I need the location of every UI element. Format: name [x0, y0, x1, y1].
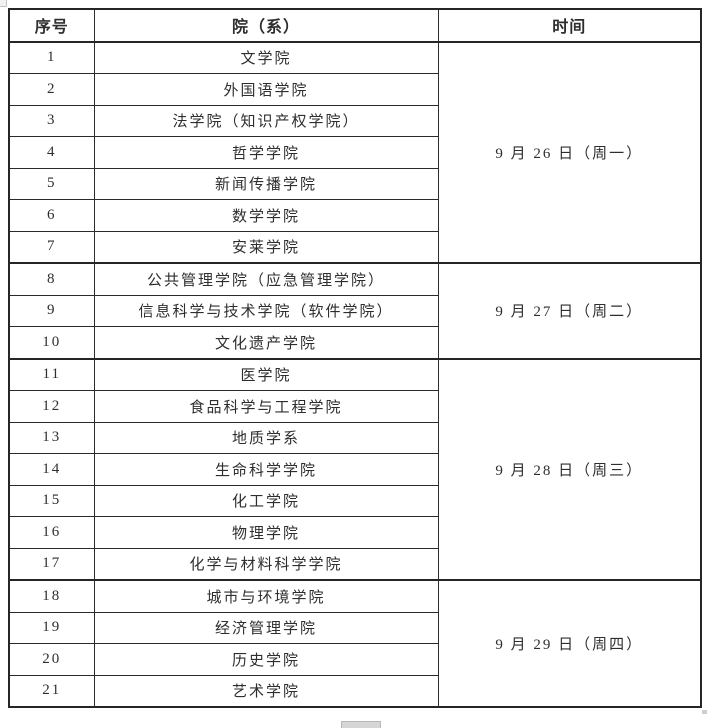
table-row: 8 公共管理学院（应急管理学院） 9 月 27 日（周二）	[8, 262, 702, 359]
header-row: 序号 院（系） 时间	[8, 8, 702, 43]
row-number: 15	[8, 484, 95, 517]
time-cell: 9 月 26 日（周一）	[437, 41, 702, 264]
row-number: 20	[8, 643, 95, 676]
table-row: 14 生命科学学院	[8, 453, 701, 486]
college-cell: 外国语学院	[93, 73, 439, 106]
row-number: 6	[8, 199, 95, 232]
row-number: 18	[8, 579, 95, 613]
college-cell: 法学院（知识产权学院）	[93, 104, 439, 137]
college-cell: 经济管理学院	[93, 611, 439, 644]
table-row: 19 经济管理学院	[8, 611, 701, 644]
table-row: 17 化学与材料科学学院	[8, 547, 701, 581]
row-number: 11	[8, 357, 95, 391]
row-number: 4	[8, 136, 95, 169]
table-row: 1 文学院 9 月 26 日（周一）	[8, 41, 702, 264]
row-number: 3	[8, 104, 95, 137]
row-number: 12	[8, 390, 95, 423]
table-row: 3 法学院（知识产权学院）	[8, 104, 701, 137]
college-cell: 文学院	[93, 41, 439, 74]
college-cell: 文化遗产学院	[93, 326, 439, 359]
table-resize-handle[interactable]	[341, 721, 381, 728]
table-row: 18 城市与环境学院 9 月 29 日（周四）	[8, 579, 702, 708]
header-time: 时间	[437, 8, 702, 43]
row-number: 1	[8, 41, 95, 74]
table-row: 11 医学院 9 月 28 日（周三）	[8, 357, 702, 581]
college-cell: 化工学院	[93, 484, 439, 517]
table-row: 21 艺术学院	[8, 674, 701, 708]
college-schedule-table: 序号 院（系） 时间 1 文学院 9 月 26 日（周一） 2 外国语学院 3 …	[8, 8, 702, 708]
college-cell: 新闻传播学院	[93, 167, 439, 200]
table-row: 4 哲学学院	[8, 136, 701, 169]
header-college: 院（系）	[93, 8, 439, 43]
college-cell: 艺术学院	[93, 674, 439, 708]
table-row: 5 新闻传播学院	[8, 167, 701, 200]
college-cell: 物理学院	[93, 516, 439, 549]
college-cell: 医学院	[93, 357, 439, 391]
row-number: 21	[8, 674, 95, 708]
time-cell: 9 月 28 日（周三）	[437, 357, 702, 581]
edge-artifact	[702, 710, 707, 714]
row-number: 14	[8, 453, 95, 486]
college-cell: 地质学系	[93, 421, 439, 454]
college-cell: 安莱学院	[93, 230, 439, 264]
row-number: 8	[8, 262, 95, 296]
table-row: 9 信息科学与技术学院（软件学院）	[8, 294, 701, 327]
college-cell: 信息科学与技术学院（软件学院）	[93, 294, 439, 327]
table-row: 10 文化遗产学院	[8, 326, 701, 359]
table-row: 16 物理学院	[8, 516, 701, 549]
table-row: 7 安莱学院	[8, 230, 701, 264]
college-cell: 哲学学院	[93, 136, 439, 169]
table-row: 6 数学学院	[8, 199, 701, 232]
college-cell: 食品科学与工程学院	[93, 390, 439, 423]
time-cell: 9 月 29 日（周四）	[437, 579, 702, 708]
row-number: 2	[8, 73, 95, 106]
college-cell: 化学与材料科学学院	[93, 547, 439, 581]
college-cell: 城市与环境学院	[93, 579, 439, 613]
row-number: 9	[8, 294, 95, 327]
college-cell: 历史学院	[93, 643, 439, 676]
college-cell: 公共管理学院（应急管理学院）	[93, 262, 439, 296]
college-cell: 生命科学学院	[93, 453, 439, 486]
row-number: 13	[8, 421, 95, 454]
table-move-handle[interactable]	[0, 0, 7, 7]
row-number: 17	[8, 547, 95, 581]
row-number: 10	[8, 326, 95, 359]
header-serial-number: 序号	[8, 8, 95, 43]
college-cell: 数学学院	[93, 199, 439, 232]
table-row: 13 地质学系	[8, 421, 701, 454]
row-number: 7	[8, 230, 95, 264]
time-cell: 9 月 27 日（周二）	[437, 262, 702, 359]
row-number: 16	[8, 516, 95, 549]
row-number: 5	[8, 167, 95, 200]
row-number: 19	[8, 611, 95, 644]
